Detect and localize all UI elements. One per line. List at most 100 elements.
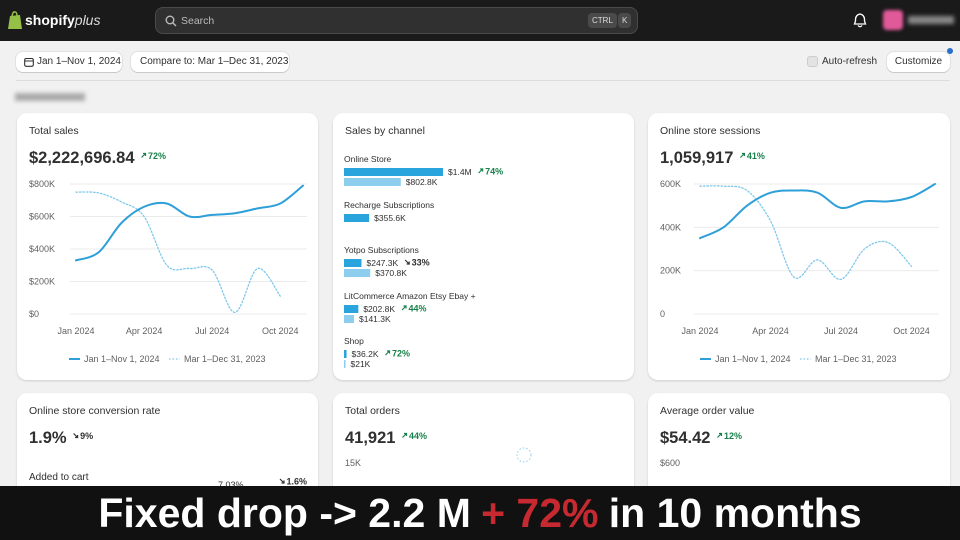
top-bar: shopifyplus Search CTRL K <box>0 0 960 41</box>
card-content: Online store conversion rate 1.9% 9% Added … <box>29 405 307 490</box>
card-title: Average order value <box>660 405 755 417</box>
caption: in 10 months <box>608 490 862 536</box>
customize-button[interactable]: Customize <box>887 52 950 72</box>
compare-range: Compare to: Mar 1–Dec 31, 2023 <box>140 56 289 67</box>
y-tick-label: $0 <box>29 309 39 319</box>
change-arrow <box>402 432 408 438</box>
y-tick-label: $600K <box>29 212 55 222</box>
change-indicator: 74% <box>478 167 503 177</box>
change-value: 44% <box>409 431 427 441</box>
card-title: Total sales <box>29 125 79 137</box>
change-indicator: 12% <box>717 431 742 441</box>
divider <box>16 80 950 81</box>
y-tick-label: $800K <box>29 179 55 189</box>
channel-bar <box>344 214 370 222</box>
change-value: 72% <box>392 349 410 359</box>
auto-refresh-checkbox[interactable] <box>807 56 818 67</box>
card-content: Total orders 41,921 44% 15K <box>345 405 532 468</box>
change-value: 44% <box>409 304 427 314</box>
funnel-label: Added to cart <box>29 472 89 483</box>
change-indicator: 72% <box>141 151 166 161</box>
search-icon <box>165 15 177 27</box>
card-content: Average order value $54.42 12% $600 <box>660 405 755 468</box>
bell-icon[interactable] <box>853 13 867 28</box>
store-name-blurred <box>908 16 954 24</box>
y-tick-label: $200K <box>29 277 55 287</box>
chart-point <box>516 447 532 463</box>
logo: shopifyplus <box>25 12 100 28</box>
change-value: 72% <box>148 151 166 161</box>
bar-label: $202.8K <box>363 304 395 314</box>
card-content: Sales by channel Online Store $1.4M 74% $802… <box>344 125 503 369</box>
change-arrow <box>401 305 407 311</box>
channel-bar <box>344 168 443 176</box>
change-indicator: 1.6% <box>279 477 307 487</box>
channel-name: Recharge Subscriptions <box>344 200 434 210</box>
calendar-icon <box>24 57 34 67</box>
change-indicator: 9% <box>73 431 93 441</box>
legend-label: Mar 1–Dec 31, 2023 <box>815 354 897 364</box>
logo-text: shopify <box>25 12 75 28</box>
caption-banner: Fixed drop -> 2.2 M + 72% in 10 months <box>0 486 960 540</box>
card-content: Total sales $2,222,696.84 72% $0 $200K $400K $… <box>29 125 307 364</box>
change-value: 41% <box>747 151 765 161</box>
y-tick-label: 400K <box>660 222 681 232</box>
series-line <box>75 191 281 314</box>
series-line <box>699 183 936 240</box>
bar-label: $247.3K <box>366 258 398 268</box>
bar-label: $802.8K <box>406 177 438 187</box>
card-title: Total orders <box>345 405 400 417</box>
legend-label: Jan 1–Nov 1, 2024 <box>84 354 160 364</box>
bar-label: $1.4M <box>448 167 472 177</box>
change-arrow <box>404 259 410 265</box>
y-tick-label: 0 <box>660 309 665 319</box>
channel-name: Online Store <box>344 154 392 164</box>
channel-name: Yotpo Subscriptions <box>344 245 419 255</box>
logo-icon <box>8 11 22 29</box>
channel-name: Shop <box>344 336 364 346</box>
bar-label: $370.8K <box>375 268 407 278</box>
metric-value: $2,222,696.84 <box>29 149 135 167</box>
card-title: Online store conversion rate <box>29 405 160 417</box>
auto-refresh-label: Auto-refresh <box>822 56 878 67</box>
series-line <box>699 185 913 280</box>
change-indicator: 33% <box>404 258 430 268</box>
x-tick-label: Apr 2024 <box>752 326 789 336</box>
x-tick-label: Oct 2024 <box>893 326 930 336</box>
logo-suffix: plus <box>74 12 101 28</box>
change-indicator: 44% <box>401 304 427 314</box>
avatar[interactable] <box>883 10 903 30</box>
change-arrow <box>478 168 484 174</box>
bar-label: $355.6K <box>374 213 406 223</box>
change-indicator: 44% <box>402 431 427 441</box>
channel-bar <box>344 259 362 267</box>
date-range-button[interactable]: Jan 1–Nov 1, 2024 <box>16 52 122 72</box>
blurred-label <box>15 93 85 101</box>
compare-button[interactable]: Compare to: Mar 1–Dec 31, 2023 <box>131 52 289 72</box>
date-range: Jan 1–Nov 1, 2024 <box>37 56 121 67</box>
metric-value: 41,921 <box>345 429 395 447</box>
bar-label: $141.3K <box>359 314 391 324</box>
y-tick-label: $600 <box>660 458 680 468</box>
search-box[interactable]: Search CTRL K <box>155 7 638 34</box>
change-value: 33% <box>412 258 430 268</box>
card-title: Online store sessions <box>660 125 760 137</box>
change-arrow <box>385 350 391 356</box>
sales-by-channel-card: Sales by channel Online Store $1.4M 74% $802… <box>333 113 634 380</box>
y-tick-label: 600K <box>660 179 681 189</box>
channel-bar <box>344 305 359 313</box>
change-indicator: 72% <box>385 349 410 359</box>
caption-highlight: + 72% <box>481 490 599 536</box>
caption: Fixed drop -> 2.2 M <box>98 490 471 536</box>
x-tick-label: Jan 2024 <box>681 326 718 336</box>
channel-bar <box>344 269 371 277</box>
change-value: 9% <box>80 431 93 441</box>
x-tick-label: Oct 2024 <box>262 326 299 336</box>
channel-bar <box>344 360 346 368</box>
bar-label: $21K <box>350 359 370 369</box>
change-arrow <box>73 433 79 439</box>
change-arrow <box>279 478 285 484</box>
total-sales-card: Total sales $2,222,696.84 72% $0 $200K $400K $… <box>17 113 318 380</box>
search-placeholder: Search <box>181 15 215 27</box>
